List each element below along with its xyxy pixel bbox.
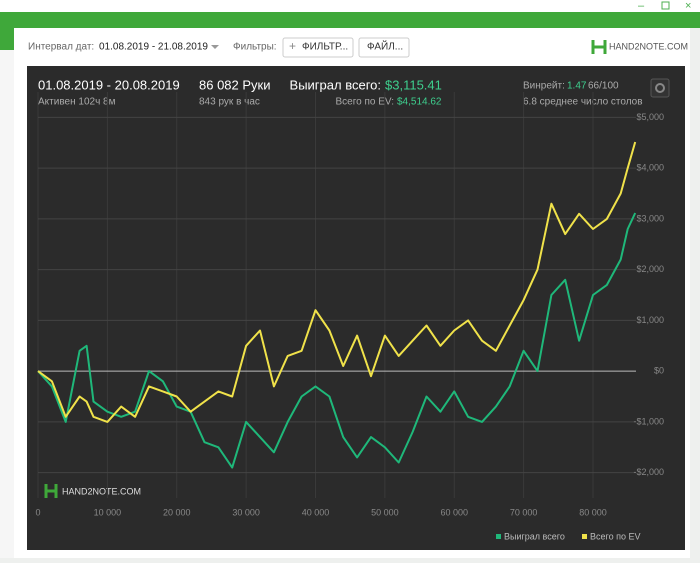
plot: 0 10 000 20 000 30 000 40 000 50 000 60 000 70 …: [35, 92, 664, 541]
x-tick-label: 70 000: [510, 507, 538, 517]
settings-button[interactable]: [650, 78, 670, 98]
x-tick-label: 50 000: [371, 507, 399, 517]
legend-label: Всего по EV: [590, 531, 640, 541]
y-tick-label: $5,000: [636, 112, 664, 122]
x-tick-label: 10 000: [94, 507, 122, 517]
watermark: HAND2NOTE.COM: [62, 486, 141, 496]
file-button[interactable]: [358, 37, 410, 58]
legend-label: Выиграл всего: [504, 531, 565, 541]
winrate-value: 1.47: [567, 81, 587, 92]
title-bar: [0, 0, 700, 12]
tables: 6.8 среднее число столов: [523, 97, 643, 108]
series-line: [37, 141, 637, 423]
maximize[interactable]: [661, 1, 670, 10]
file-button-text: ФАЙЛ...: [367, 40, 403, 53]
x-tick-label: 20 000: [163, 507, 191, 517]
close[interactable]: ×: [685, 0, 691, 12]
legend-swatch: [496, 534, 501, 539]
x-tick-label: 60 000: [440, 507, 468, 517]
logo: HAND2NOTE.COM: [609, 41, 688, 51]
hands-per-hour: 843 рук в час: [199, 97, 260, 108]
x-tick-label: 80 000: [579, 507, 607, 517]
sidebar-tab: [0, 28, 14, 50]
y-tick-label: $4,000: [636, 163, 664, 173]
y-tick-label: -$1,000: [633, 416, 664, 426]
legend-swatch: [582, 534, 587, 539]
settings-icon: [655, 83, 665, 93]
filter-button[interactable]: [282, 37, 354, 58]
date-label: Интервал дат:: [28, 42, 94, 53]
logo-icon: [591, 40, 607, 54]
chart-panel: [27, 66, 685, 550]
x-tick-label: 30 000: [232, 507, 260, 517]
won-value: $3,115.41: [385, 77, 442, 92]
plus-icon: +: [289, 39, 296, 53]
filters-label: Фильтры:: [233, 42, 277, 53]
ev-label: Всего по EV:: [335, 97, 394, 108]
y-tick-label: $1,000: [636, 315, 664, 325]
hands: 86 082 Руки: [199, 77, 271, 92]
won-label: Выиграл всего:: [290, 77, 381, 92]
y-tick-label: $2,000: [636, 264, 664, 274]
date-range[interactable]: 01.08.2019 - 21.08.2019: [99, 42, 208, 53]
winrate-unit: 66/100: [588, 81, 619, 92]
header-bar: [0, 12, 700, 28]
y-tick-label: $3,000: [636, 213, 664, 223]
x-tick-label: 40 000: [302, 507, 330, 517]
ev-value: $4,514.62: [397, 97, 442, 108]
watermark-icon: [44, 484, 58, 498]
minimize[interactable]: –: [638, 0, 645, 12]
y-tick-label: $0: [654, 366, 664, 376]
dropdown-arrow: [211, 45, 219, 49]
sidebar: [0, 28, 14, 558]
x-tick-label: 0: [35, 507, 40, 517]
winrate-label: Винрейт:: [523, 81, 565, 92]
y-tick-label: -$2,000: [633, 467, 664, 477]
series-line: [37, 212, 637, 469]
period: 01.08.2019 - 20.08.2019: [38, 77, 180, 92]
filter-button-text: ФИЛЬТР...: [302, 42, 348, 53]
active-time: Активен 102ч 8м: [38, 97, 116, 108]
